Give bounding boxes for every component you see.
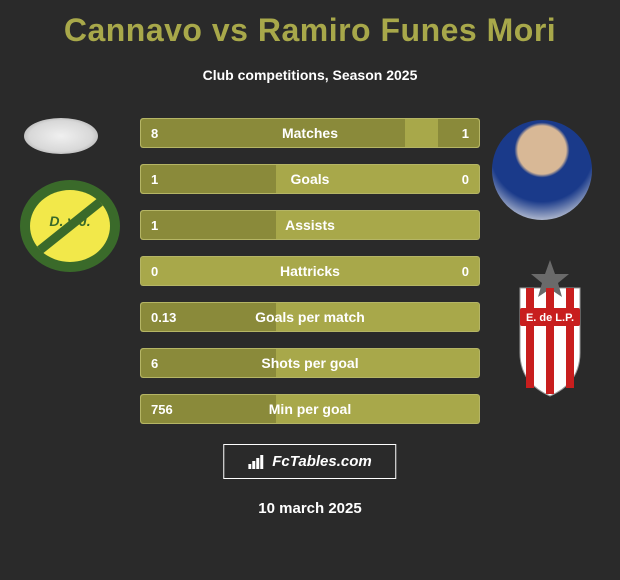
stat-row: 0Hattricks0 <box>140 256 480 286</box>
stat-row: 1Assists <box>140 210 480 240</box>
player1-club-badge: D. y J. <box>18 178 122 274</box>
stat-label: Assists <box>141 217 479 233</box>
bars-icon <box>248 455 266 469</box>
comparison-date: 10 march 2025 <box>0 500 620 517</box>
svg-text:E. de L.P.: E. de L.P. <box>526 312 574 324</box>
fctables-watermark: FcTables.com <box>223 444 396 479</box>
stat-row: 0.13Goals per match <box>140 302 480 332</box>
stat-right-value: 0 <box>462 172 469 187</box>
stat-row: 8Matches1 <box>140 118 480 148</box>
stat-label: Hattricks <box>141 263 479 279</box>
stat-row: 6Shots per goal <box>140 348 480 378</box>
svg-text:D. y J.: D. y J. <box>49 213 90 229</box>
player2-club-badge: E. de L.P. <box>498 258 602 398</box>
stat-label: Goals <box>141 171 479 187</box>
fctables-label: FcTables.com <box>272 453 371 470</box>
stat-label: Shots per goal <box>141 355 479 371</box>
stat-row: 756Min per goal <box>140 394 480 424</box>
stat-label: Min per goal <box>141 401 479 417</box>
stat-row: 1Goals0 <box>140 164 480 194</box>
player1-photo <box>24 118 98 154</box>
stat-label: Matches <box>141 125 479 141</box>
stat-right-value: 0 <box>462 264 469 279</box>
player2-photo <box>492 120 592 220</box>
stat-label: Goals per match <box>141 309 479 325</box>
comparison-subtitle: Club competitions, Season 2025 <box>0 67 620 83</box>
comparison-title: Cannavo vs Ramiro Funes Mori <box>0 0 620 49</box>
stats-container: 8Matches11Goals01Assists0Hattricks00.13G… <box>140 118 480 440</box>
stat-right-value: 1 <box>462 126 469 141</box>
